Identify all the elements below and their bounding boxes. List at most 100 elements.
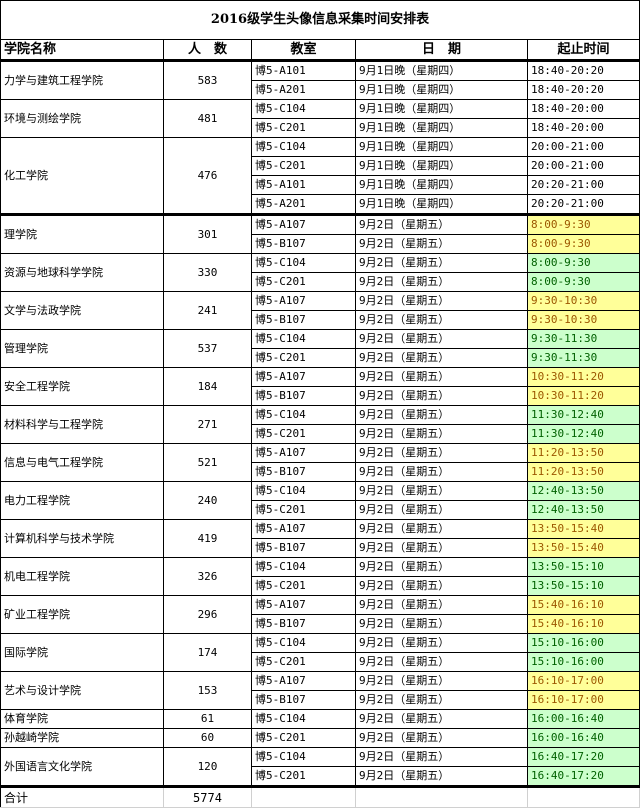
college-name-cell[interactable]: 力学与建筑工程学院 (0, 60, 164, 100)
count-cell[interactable]: 61 (163, 709, 252, 729)
count-cell[interactable]: 174 (163, 633, 252, 672)
room-cell[interactable]: 博5-B107 (251, 462, 356, 482)
date-cell[interactable]: 9月2日（星期五） (355, 519, 528, 539)
date-cell[interactable]: 9月2日（星期五） (355, 272, 528, 292)
date-cell[interactable]: 9月2日（星期五） (355, 709, 528, 729)
room-cell[interactable]: 博5-C201 (251, 728, 356, 748)
count-cell[interactable]: 184 (163, 367, 252, 406)
date-cell[interactable]: 9月2日（星期五） (355, 633, 528, 653)
room-cell[interactable]: 博5-A107 (251, 595, 356, 615)
room-cell[interactable]: 博5-C104 (251, 137, 356, 157)
room-cell[interactable]: 博5-A101 (251, 60, 356, 81)
room-cell[interactable]: 博5-C201 (251, 348, 356, 368)
room-cell[interactable]: 博5-A201 (251, 194, 356, 215)
room-cell[interactable]: 博5-B107 (251, 690, 356, 710)
time-cell[interactable]: 11:20-13:50 (527, 462, 640, 482)
date-cell[interactable]: 9月2日（星期五） (355, 690, 528, 710)
count-cell[interactable]: 240 (163, 481, 252, 520)
room-cell[interactable]: 博5-B107 (251, 538, 356, 558)
time-cell[interactable]: 11:30-12:40 (527, 424, 640, 444)
room-cell[interactable]: 博5-C201 (251, 424, 356, 444)
date-cell[interactable]: 9月1日晚（星期四） (355, 80, 528, 100)
empty-cell[interactable] (355, 785, 528, 808)
college-name-cell[interactable]: 安全工程学院 (0, 367, 164, 406)
count-cell[interactable]: 153 (163, 671, 252, 710)
time-cell[interactable]: 12:40-13:50 (527, 500, 640, 520)
room-cell[interactable]: 博5-C104 (251, 253, 356, 273)
date-cell[interactable]: 9月2日（星期五） (355, 576, 528, 596)
date-cell[interactable]: 9月2日（星期五） (355, 614, 528, 634)
date-cell[interactable]: 9月2日（星期五） (355, 557, 528, 577)
time-cell[interactable]: 16:00-16:40 (527, 709, 640, 729)
time-cell[interactable]: 15:40-16:10 (527, 595, 640, 615)
room-cell[interactable]: 博5-A101 (251, 175, 356, 195)
time-cell[interactable]: 13:50-15:40 (527, 519, 640, 539)
count-cell[interactable]: 583 (163, 60, 252, 100)
empty-cell[interactable] (251, 785, 356, 808)
date-cell[interactable]: 9月2日（星期五） (355, 481, 528, 501)
time-cell[interactable]: 10:30-11:20 (527, 386, 640, 406)
date-cell[interactable]: 9月2日（星期五） (355, 595, 528, 615)
date-cell[interactable]: 9月1日晚（星期四） (355, 60, 528, 81)
college-name-cell[interactable]: 理学院 (0, 213, 164, 254)
time-cell[interactable]: 8:00-9:30 (527, 234, 640, 254)
room-cell[interactable]: 博5-C201 (251, 652, 356, 672)
date-cell[interactable]: 9月2日（星期五） (355, 348, 528, 368)
room-cell[interactable]: 博5-C201 (251, 766, 356, 787)
time-cell[interactable]: 11:20-13:50 (527, 443, 640, 463)
room-cell[interactable]: 博5-A107 (251, 291, 356, 311)
college-name-cell[interactable]: 矿业工程学院 (0, 595, 164, 634)
date-cell[interactable]: 9月2日（星期五） (355, 405, 528, 425)
college-name-cell[interactable]: 化工学院 (0, 137, 164, 215)
date-cell[interactable]: 9月2日（星期五） (355, 462, 528, 482)
room-cell[interactable]: 博5-C104 (251, 633, 356, 653)
time-cell[interactable]: 13:50-15:40 (527, 538, 640, 558)
date-cell[interactable]: 9月1日晚（星期四） (355, 175, 528, 195)
date-cell[interactable]: 9月2日（星期五） (355, 310, 528, 330)
room-cell[interactable]: 博5-C104 (251, 405, 356, 425)
date-cell[interactable]: 9月2日（星期五） (355, 424, 528, 444)
room-cell[interactable]: 博5-C104 (251, 99, 356, 119)
count-cell[interactable]: 537 (163, 329, 252, 368)
time-cell[interactable]: 9:30-11:30 (527, 348, 640, 368)
date-cell[interactable]: 9月2日（星期五） (355, 367, 528, 387)
date-cell[interactable]: 9月2日（星期五） (355, 291, 528, 311)
total-label[interactable]: 合计 (0, 785, 164, 808)
time-cell[interactable]: 15:10-16:00 (527, 652, 640, 672)
time-cell[interactable]: 8:00-9:30 (527, 213, 640, 235)
date-cell[interactable]: 9月2日（星期五） (355, 538, 528, 558)
college-name-cell[interactable]: 机电工程学院 (0, 557, 164, 596)
room-cell[interactable]: 博5-A107 (251, 443, 356, 463)
date-cell[interactable]: 9月2日（星期五） (355, 728, 528, 748)
college-name-cell[interactable]: 管理学院 (0, 329, 164, 368)
college-name-cell[interactable]: 环境与测绘学院 (0, 99, 164, 138)
college-name-cell[interactable]: 计算机科学与技术学院 (0, 519, 164, 558)
room-cell[interactable]: 博5-A201 (251, 80, 356, 100)
college-name-cell[interactable]: 体育学院 (0, 709, 164, 729)
date-cell[interactable]: 9月2日（星期五） (355, 671, 528, 691)
date-cell[interactable]: 9月1日晚（星期四） (355, 156, 528, 176)
time-cell[interactable]: 15:40-16:10 (527, 614, 640, 634)
header-college[interactable]: 学院名称 (0, 39, 164, 62)
room-cell[interactable]: 博5-B107 (251, 234, 356, 254)
college-name-cell[interactable]: 国际学院 (0, 633, 164, 672)
count-cell[interactable]: 419 (163, 519, 252, 558)
date-cell[interactable]: 9月2日（星期五） (355, 500, 528, 520)
header-time[interactable]: 起止时间 (527, 39, 640, 62)
time-cell[interactable]: 9:30-10:30 (527, 310, 640, 330)
date-cell[interactable]: 9月2日（星期五） (355, 652, 528, 672)
room-cell[interactable]: 博5-B107 (251, 386, 356, 406)
time-cell[interactable]: 13:50-15:10 (527, 576, 640, 596)
time-cell[interactable]: 18:40-20:00 (527, 99, 640, 119)
college-name-cell[interactable]: 艺术与设计学院 (0, 671, 164, 710)
room-cell[interactable]: 博5-C201 (251, 272, 356, 292)
time-cell[interactable]: 11:30-12:40 (527, 405, 640, 425)
count-cell[interactable]: 481 (163, 99, 252, 138)
time-cell[interactable]: 10:30-11:20 (527, 367, 640, 387)
room-cell[interactable]: 博5-C104 (251, 747, 356, 767)
college-name-cell[interactable]: 资源与地球科学学院 (0, 253, 164, 292)
room-cell[interactable]: 博5-A107 (251, 671, 356, 691)
date-cell[interactable]: 9月1日晚（星期四） (355, 118, 528, 138)
room-cell[interactable]: 博5-C201 (251, 156, 356, 176)
time-cell[interactable]: 18:40-20:20 (527, 80, 640, 100)
